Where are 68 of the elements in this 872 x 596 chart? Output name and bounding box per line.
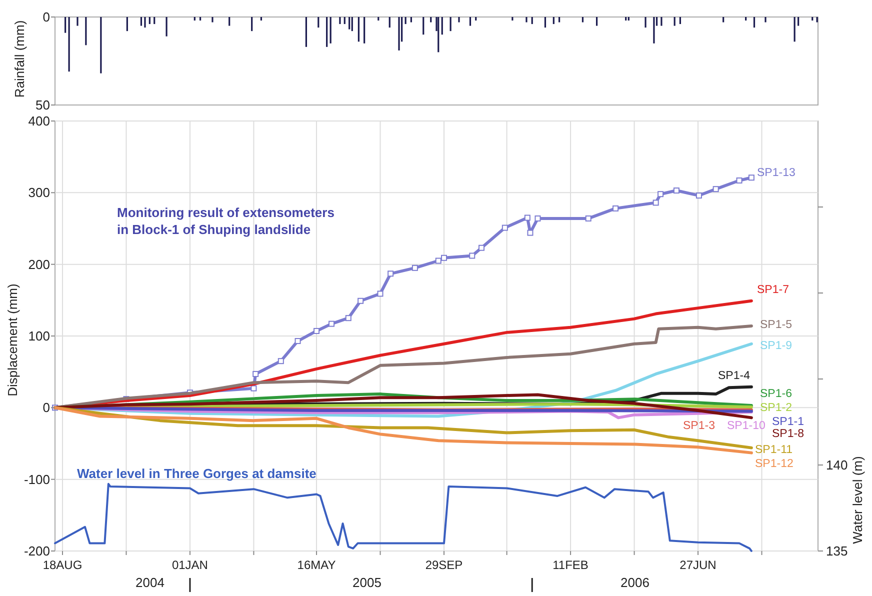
point [314,328,320,334]
point [612,205,619,212]
point [358,298,364,304]
point [345,315,352,322]
y2-axis-title: Water level (m) [850,456,865,544]
x-tick-label: 01JAN [172,558,208,572]
x-tick-label: 16MAY [297,558,336,572]
point [388,270,394,277]
series-label: SP1-3 [683,420,715,432]
point [278,358,284,364]
y-axis-title: Displacement (mm) [5,284,20,396]
point [712,186,719,192]
series-label: SP1-2 [760,402,792,414]
line-series [54,393,753,420]
text: 2004 [136,575,164,590]
x-tick-label: 18AUG [42,558,82,572]
series-label: SP1-5 [760,319,792,331]
point [412,264,418,271]
series-label: SP1-9 [760,340,792,352]
point [252,370,259,377]
series-label: SP1-7 [757,284,789,296]
point [250,385,257,392]
series-label: SP1-8 [772,428,804,440]
y-tick-label: 400 [28,114,50,129]
point [441,254,447,261]
series-label: SP1-13 [757,167,796,179]
text: 2006 [620,575,650,590]
point [696,192,702,199]
point [435,258,442,264]
point [652,200,659,206]
series-label: Water level in Three Gorges at damsite [77,466,316,481]
series-label: SP1-11 [755,444,793,456]
point [534,215,541,222]
series-label: SP1-6 [760,388,792,400]
series-label: SP1-1 [772,416,804,428]
point [527,230,534,236]
point [294,338,301,344]
point [478,244,484,251]
text: 2005 [352,575,382,590]
y-tick-label: 300 [28,185,50,200]
y-tick-label: 100 [28,328,50,344]
y-tick-label: 50 [36,98,50,113]
point [658,191,664,198]
y-tick-label: -100 [24,472,50,487]
point [328,320,335,327]
y-tick-label: 0 [42,400,50,416]
x-tick-label: 11FEB [552,558,588,572]
y-tick-label: 0 [42,10,50,25]
point [748,174,754,181]
x-tick-label: 29SEP [425,558,463,572]
point [469,252,476,259]
point [673,188,680,194]
x-tick-label: 27JUN [680,558,716,572]
series-label: SP1-10 [727,420,766,432]
y-tick-label: -200 [24,544,50,559]
point [377,290,384,297]
point [585,215,592,222]
y-axis-title: Rainfall (mm) [12,20,27,98]
point [524,214,530,221]
line-series [54,482,752,552]
annotation: Monitoring result of extensometers in Block-1 of Shuping landslide [117,205,334,237]
y2-tick-label: 135 [826,544,848,559]
series-label: SP1-4 [718,370,751,382]
y-tick-label: 200 [28,256,50,272]
point [736,177,742,184]
y2-tick-label: 140 [826,458,848,473]
point [502,224,508,231]
series-label: SP1-12 [755,458,794,470]
